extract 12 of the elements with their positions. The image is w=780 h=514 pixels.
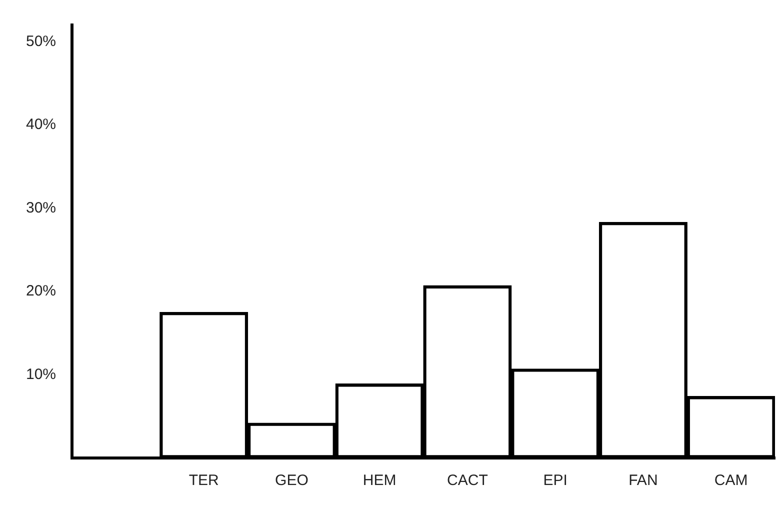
y-tick-label: 30% bbox=[26, 199, 56, 216]
y-tick-label: 10% bbox=[26, 366, 56, 383]
x-tick-label: CAM bbox=[714, 472, 748, 490]
x-tick-label: HEM bbox=[362, 472, 396, 490]
y-tick-label: 20% bbox=[26, 282, 56, 300]
x-tick-label: TER bbox=[188, 472, 219, 490]
x-tick-label: FAN bbox=[628, 472, 658, 490]
y-tick-label: 50% bbox=[26, 32, 56, 50]
y-tick-label: 40% bbox=[26, 116, 56, 134]
x-tick-label: CACT bbox=[447, 472, 488, 490]
x-tick-label: GEO bbox=[275, 472, 308, 490]
x-tick-label: EPI bbox=[543, 472, 568, 490]
